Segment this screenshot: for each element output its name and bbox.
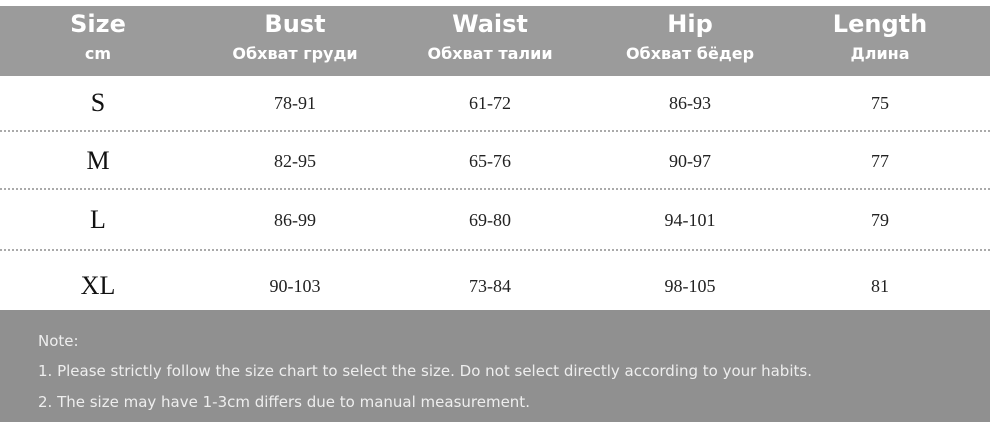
header-title: Size (70, 10, 126, 38)
row-separator (0, 249, 990, 251)
row-separator (0, 188, 990, 190)
header-title: Hip (667, 10, 713, 38)
value-cell: 77 (871, 151, 889, 171)
value-cell: 61-72 (469, 93, 511, 113)
value-cell: 79 (871, 210, 889, 230)
note-panel: Note: 1. Please strictly follow the size… (0, 310, 990, 422)
value-cell: 98-105 (664, 276, 716, 296)
value-cell: 75 (871, 93, 889, 113)
header-subtitle: Обхват груди (232, 44, 358, 63)
header-subtitle: Обхват бёдер (625, 44, 755, 63)
size-cell: S (90, 88, 106, 117)
value-cell: 73-84 (469, 276, 511, 296)
header-subtitle: Длина (850, 44, 910, 63)
size-cell: L (90, 205, 106, 234)
header-subtitle: cm (84, 44, 112, 63)
header-bar (0, 6, 990, 76)
note-line: 1. Please strictly follow the size chart… (38, 362, 812, 380)
value-cell: 86-99 (274, 210, 316, 230)
value-cell: 94-101 (664, 210, 716, 230)
size-cell: M (86, 146, 110, 175)
note-line: 2. The size may have 1-3cm differs due t… (38, 393, 530, 411)
value-cell: 65-76 (469, 151, 511, 171)
value-cell: 90-97 (669, 151, 711, 171)
header-title: Waist (452, 10, 528, 38)
note-title: Note: (38, 332, 79, 350)
row-separator (0, 130, 990, 132)
value-cell: 90-103 (269, 276, 321, 296)
header-title: Bust (264, 10, 326, 38)
header-title: Length (832, 10, 928, 38)
value-cell: 82-95 (274, 151, 316, 171)
size-cell: XL (80, 271, 116, 300)
header-subtitle: Обхват талии (427, 44, 553, 63)
value-cell: 78-91 (274, 93, 316, 113)
value-cell: 81 (871, 276, 889, 296)
value-cell: 69-80 (469, 210, 511, 230)
value-cell: 86-93 (669, 93, 711, 113)
